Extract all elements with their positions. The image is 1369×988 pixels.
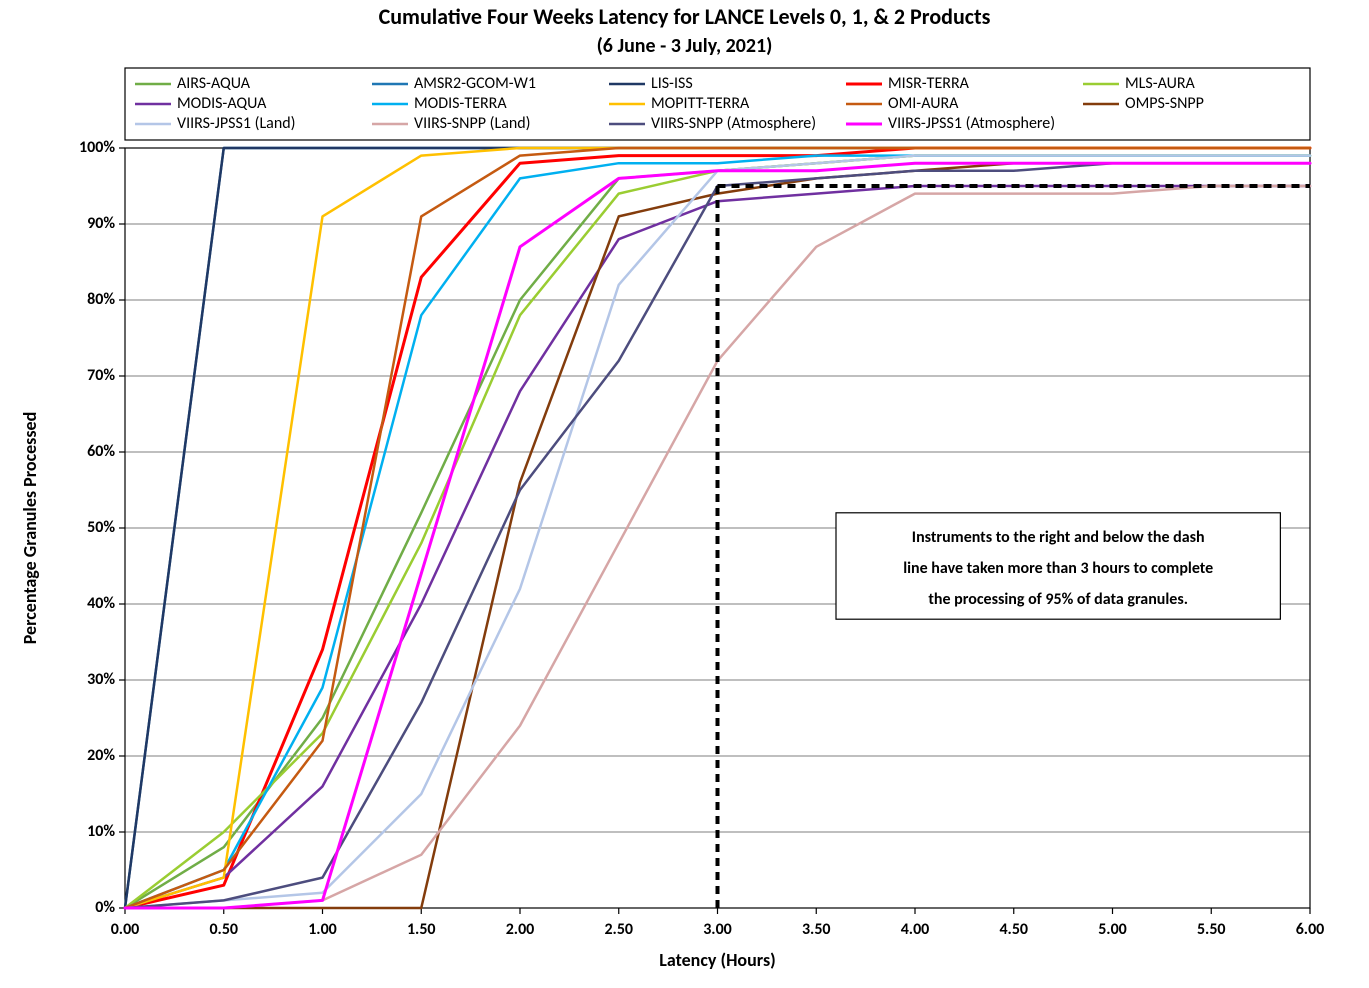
legend-label: VIIRS-JPSS1 (Land) [177,114,296,133]
xtick-label: 1.50 [407,920,436,939]
note-line: the processing of 95% of data granules. [928,590,1188,609]
y-axis-title: Percentage Granules Processed [19,412,41,645]
ytick-label: 0% [95,898,115,917]
xtick-label: 0.00 [111,920,140,939]
legend-label: AMSR2-GCOM-W1 [414,74,536,93]
legend-label: MODIS-AQUA [177,94,267,113]
ytick-label: 100% [79,138,115,157]
ytick-label: 50% [87,518,115,537]
legend-label: VIIRS-SNPP (Land) [414,114,531,133]
x-axis-title: Latency (Hours) [659,949,775,971]
xtick-label: 1.00 [308,920,337,939]
ytick-label: 80% [87,290,115,309]
legend-label: MLS-AURA [1125,74,1196,93]
chart-title: Cumulative Four Weeks Latency for LANCE … [379,3,991,30]
xtick-label: 2.00 [506,920,535,939]
ytick-label: 10% [87,822,115,841]
chart-svg: Cumulative Four Weeks Latency for LANCE … [0,0,1369,988]
legend-label: VIIRS-JPSS1 (Atmosphere) [888,114,1055,133]
xtick-label: 5.50 [1197,920,1226,939]
xtick-label: 2.50 [604,920,633,939]
xtick-label: 3.00 [703,920,732,939]
xtick-label: 4.50 [999,920,1028,939]
xtick-label: 6.00 [1296,920,1325,939]
legend-label: OMI-AURA [888,94,959,113]
ytick-label: 40% [87,594,115,613]
legend-label: VIIRS-SNPP (Atmosphere) [651,114,816,133]
legend-label: AIRS-AQUA [177,74,251,93]
legend-label: MISR-TERRA [888,74,970,93]
legend-label: OMPS-SNPP [1125,94,1204,113]
legend-label: LIS-ISS [651,74,693,93]
note-line: Instruments to the right and below the d… [912,528,1205,547]
xtick-label: 4.00 [901,920,930,939]
ytick-label: 20% [87,746,115,765]
xtick-label: 5.00 [1098,920,1127,939]
chart-subtitle: (6 June - 3 July, 2021) [597,34,773,58]
ytick-label: 90% [87,214,115,233]
chart-root: Cumulative Four Weeks Latency for LANCE … [0,0,1369,988]
ytick-label: 70% [87,366,115,385]
ytick-label: 60% [87,442,115,461]
xtick-label: 3.50 [802,920,831,939]
ytick-label: 30% [87,670,115,689]
legend-label: MOPITT-TERRA [651,94,750,113]
legend-label: MODIS-TERRA [414,94,507,113]
note-line: line have taken more than 3 hours to com… [903,559,1213,578]
xtick-label: 0.50 [209,920,238,939]
